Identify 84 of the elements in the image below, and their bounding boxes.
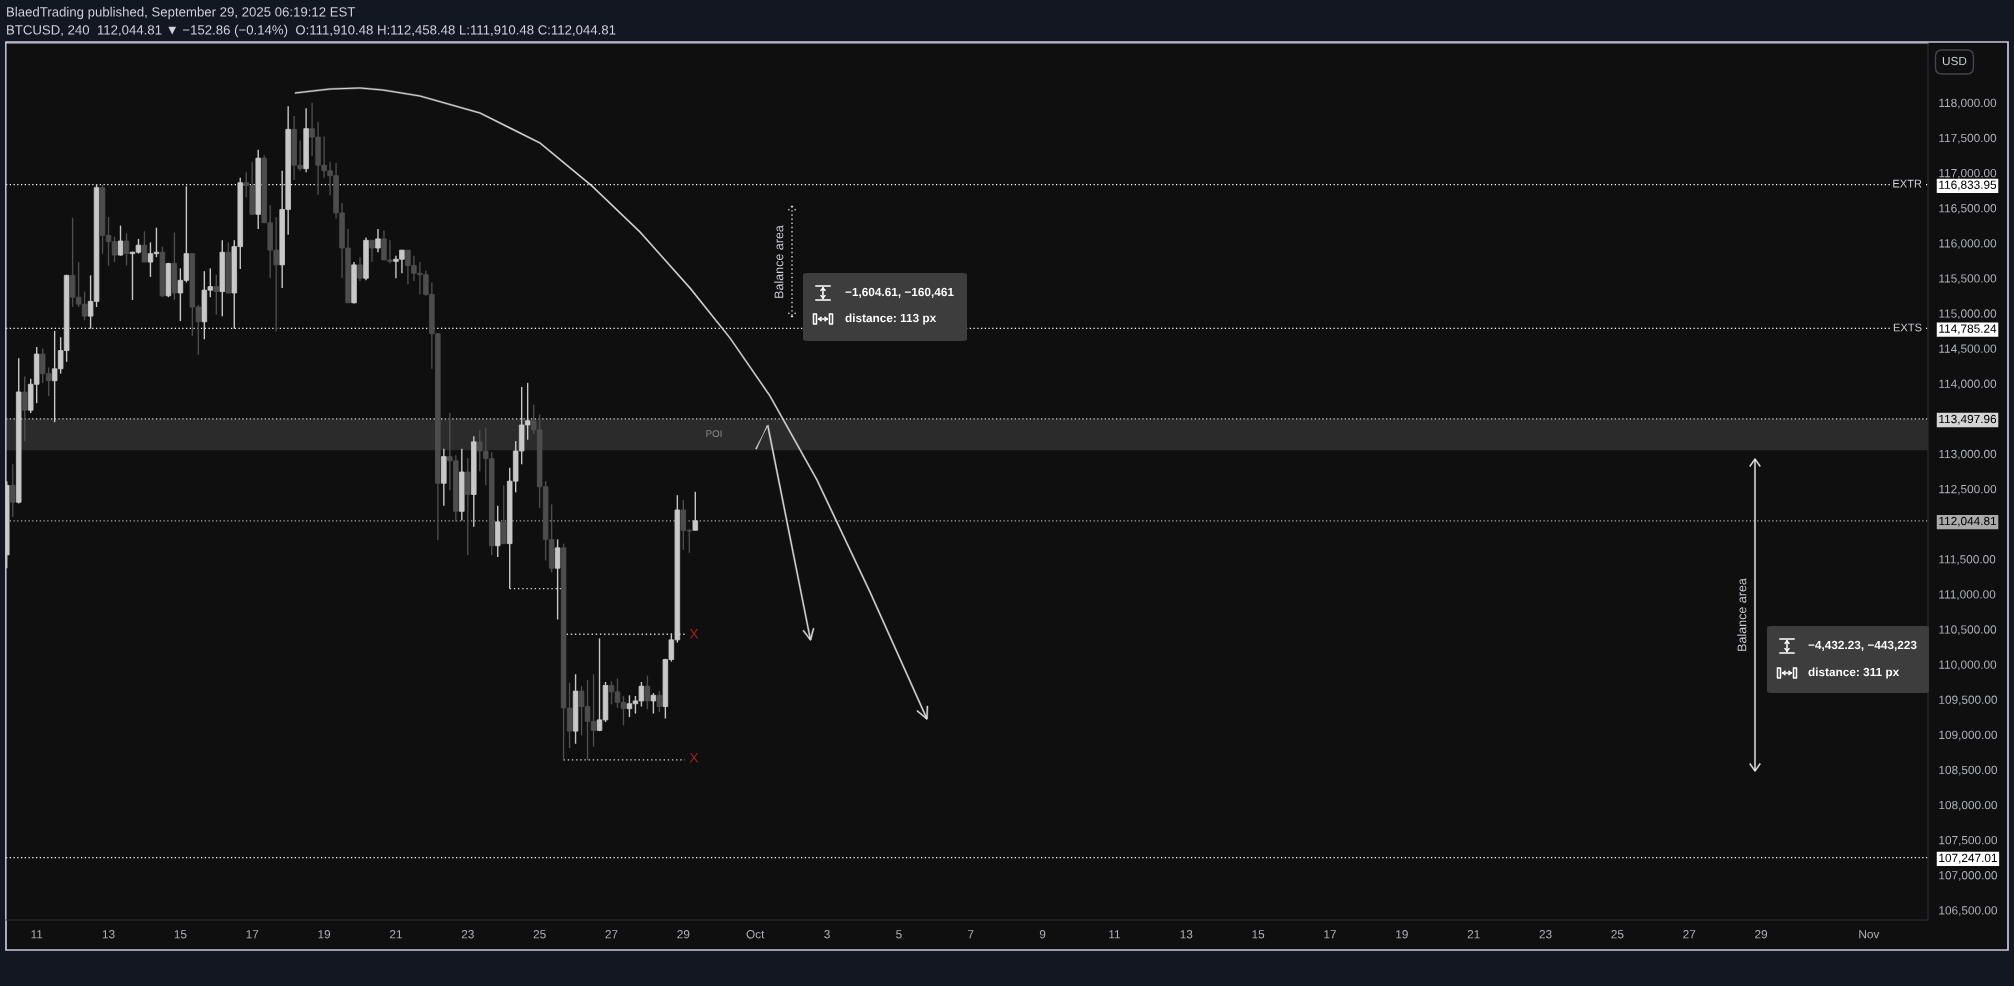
annotation: Balance area: [774, 225, 784, 298]
candlestick: [357, 256, 363, 282]
x-tick-label: 15: [1252, 930, 1265, 939]
candlestick: [656, 690, 663, 713]
band-label: POI: [706, 430, 722, 438]
y-tick-label: 116,500.00: [1939, 204, 1997, 214]
annotation: distance: 113 px: [845, 313, 937, 325]
candlestick: [650, 692, 657, 715]
y-tick-label: 106,500.00: [1939, 906, 1998, 916]
x-tick-label: 29: [1755, 930, 1768, 939]
y-tick-label: 114,000.00: [1939, 379, 1997, 390]
x-tick-label: Oct: [746, 930, 765, 939]
y-tick-label: 116,000.00: [1939, 239, 1997, 249]
candlestick: [369, 239, 375, 263]
y-tick-label: 108,500.00: [1939, 765, 1998, 776]
ref-line-label: EXTS: [1893, 323, 1922, 332]
y-tick-label: 116,833.95: [1939, 180, 1997, 191]
y-tick-label: 115,500.00: [1939, 274, 1997, 285]
x-tick-label: 17: [1324, 930, 1336, 939]
x-tick-label: 5: [896, 930, 902, 939]
y-tick-label: 110,500.00: [1939, 625, 1997, 636]
candlestick: [21, 375, 28, 442]
x-tick-label: 21: [1467, 930, 1480, 939]
y-tick-label: 118,000.00: [1939, 98, 1997, 109]
x-tick-label: 19: [1396, 930, 1408, 939]
x-tick-label: 25: [533, 930, 546, 939]
x-tick-label: 27: [1683, 930, 1696, 939]
ref-line-label: EXTR: [1893, 179, 1922, 188]
y-tick-label: 117,000.00: [1939, 168, 1997, 179]
x-tick-label: 7: [968, 930, 974, 939]
y-tick-label: 107,500.00: [1939, 835, 1998, 846]
y-tick-label: 112,500.00: [1939, 484, 1997, 495]
x-tick-label: 23: [461, 930, 474, 939]
y-tick-label: 113,000.00: [1939, 449, 1997, 460]
chart-title: BlaedTrading published, September 29, 2025 06:19:12 EST: [7, 6, 356, 20]
y-tick-label: 108,000.00: [1939, 800, 1998, 811]
x-tick-label: 21: [389, 930, 402, 939]
y-tick-label: 107,247.01: [1939, 853, 1997, 864]
y-tick-label: 114,785.24: [1939, 324, 1997, 335]
y-tick-label: 107,000.00: [1939, 871, 1998, 881]
candlestick: [117, 224, 124, 257]
x-tick-label: 19: [318, 930, 331, 939]
annotation: X: [689, 753, 699, 763]
candlestick: [465, 457, 471, 556]
candlestick: [500, 484, 507, 545]
x-tick-label: 25: [1611, 930, 1624, 939]
candlestick: [375, 228, 381, 253]
y-tick-label: 109,500.00: [1939, 695, 1998, 706]
x-tick-label: 11: [31, 930, 43, 939]
y-tick-label: 109,000.00: [1939, 730, 1998, 741]
y-tick-label: 115,000.00: [1939, 309, 1997, 320]
x-tick-label: 27: [605, 930, 618, 939]
y-tick-label: 114,500.00: [1939, 344, 1997, 355]
annotation: X: [689, 629, 699, 639]
y-tick-label: 111,000.00: [1939, 590, 1996, 600]
candlestick: [213, 274, 220, 316]
x-tick-label: 11: [1109, 930, 1120, 939]
candlestick: [123, 232, 130, 267]
x-tick-label: 17: [246, 930, 259, 939]
candlestick: [554, 538, 561, 621]
candlestick: [141, 230, 148, 263]
candlestick: [9, 463, 16, 518]
annotation: Balance area: [1737, 578, 1747, 651]
x-tick-label: 15: [174, 930, 187, 939]
y-tick-label: 113,497.96: [1939, 414, 1997, 425]
candlestick: [692, 491, 699, 531]
annotation: −4,432.23, −443,223: [1808, 640, 1917, 651]
x-tick-label: 3: [824, 930, 830, 939]
candlestick: [644, 674, 651, 711]
x-tick-label: 29: [677, 930, 690, 939]
y-tick-label: 110,000.00: [1939, 660, 1997, 671]
chart-subtitle: BTCUSD, 240 112,044.81 ▼ −152.86 (−0.14%) O:111,910.48 H:112,458.48 L:111,910.48 C:112,044.81: [7, 24, 616, 38]
annotation: distance: 311 px: [1808, 667, 1900, 679]
x-tick-label: 13: [1180, 930, 1193, 939]
y-tick-label: 112,044.81: [1939, 516, 1997, 527]
candlestick: [494, 505, 501, 558]
x-tick-label: 23: [1539, 930, 1552, 939]
x-tick-label: 9: [1039, 930, 1046, 939]
y-axis-title: USD: [1942, 56, 1967, 66]
y-tick-label: 117,500.00: [1939, 133, 1997, 144]
y-tick-label: 111,500.00: [1939, 555, 1996, 565]
x-tick-label: 13: [102, 930, 115, 939]
x-tick-label: Nov: [1859, 930, 1880, 939]
annotation: −1,604.61, −160,461: [845, 287, 954, 298]
